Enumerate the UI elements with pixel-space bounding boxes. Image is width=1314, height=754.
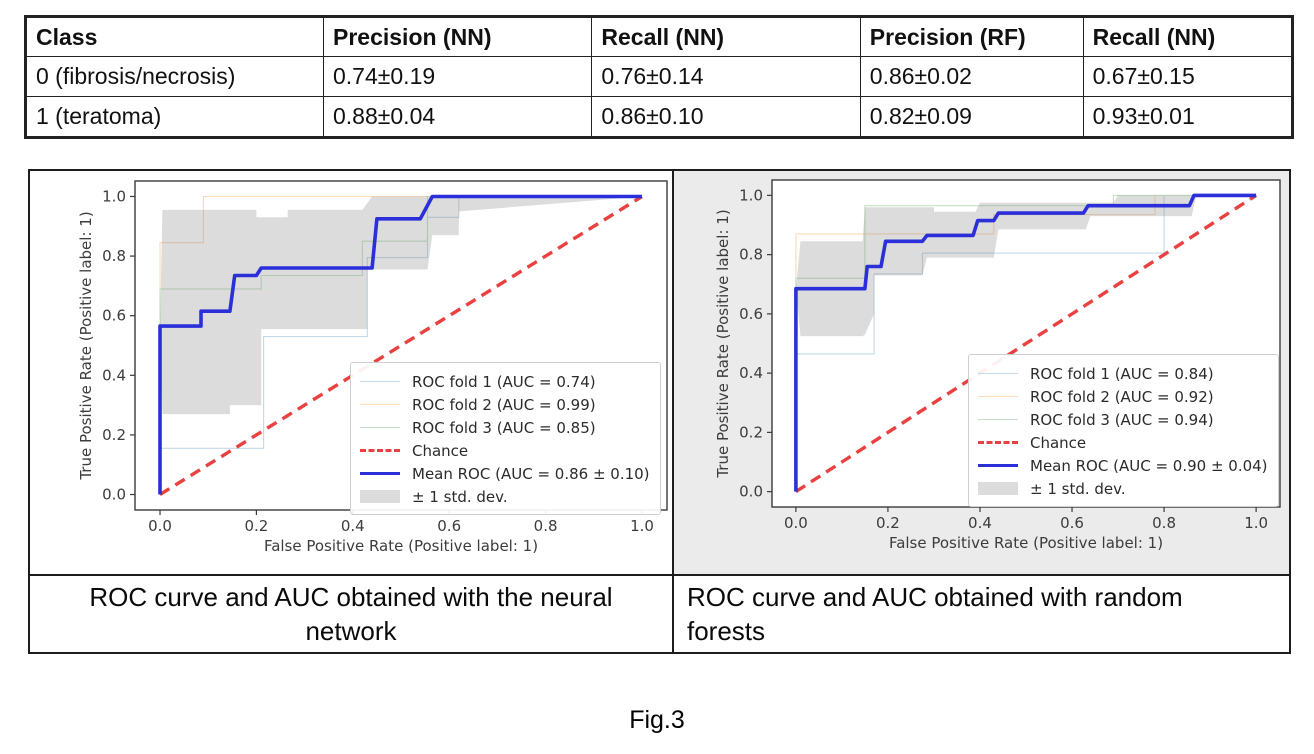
legend-item: ROC fold 3 (AUC = 0.85) <box>360 416 650 439</box>
svg-text:0.4: 0.4 <box>102 366 126 384</box>
column-header-precision-rf: Precision (RF) <box>859 16 1084 57</box>
line-swatch <box>360 404 400 405</box>
svg-text:0.2: 0.2 <box>739 423 763 441</box>
metrics-table: Class Precision (NN) Recall (NN) Precisi… <box>24 15 1294 139</box>
legend-item: ROC fold 1 (AUC = 0.74) <box>360 370 650 393</box>
legend-item-label: ± 1 std. dev. <box>1030 479 1126 498</box>
svg-text:0.6: 0.6 <box>437 517 461 535</box>
legend-item-label: ROC fold 2 (AUC = 0.92) <box>1030 387 1214 406</box>
svg-text:False Positive Rate (Positive: False Positive Rate (Positive label: 1) <box>264 537 538 555</box>
roc-plot-cell-nn: 0.0 0.2 0.4 0.6 0.8 1.0 0.0 0.2 0.4 0.6 0.8 1.0 Fals… <box>30 171 674 574</box>
legend-item-label: ROC fold 1 (AUC = 0.74) <box>412 372 596 391</box>
legend-item-label: ROC fold 2 (AUC = 0.99) <box>412 395 596 414</box>
legend-item: Mean ROC (AUC = 0.90 ± 0.04) <box>978 454 1268 477</box>
legend-item-label: Mean ROC (AUC = 0.90 ± 0.04) <box>1030 456 1268 475</box>
table-row: 1 (teratoma) 0.88±0.04 0.86±0.10 0.82±0.… <box>25 96 1293 138</box>
legend-item: Chance <box>360 439 650 462</box>
svg-text:0.8: 0.8 <box>739 246 763 264</box>
svg-text:0.0: 0.0 <box>102 486 126 504</box>
figure-panel: 0.0 0.2 0.4 0.6 0.8 1.0 0.0 0.2 0.4 0.6 0.8 1.0 Fals… <box>28 169 1291 654</box>
table-cell: 0.67±0.15 <box>1082 56 1293 97</box>
svg-text:0.6: 0.6 <box>1060 514 1084 532</box>
column-header-recall-nn: Recall (NN) <box>591 16 861 57</box>
legend-item-label: ROC fold 1 (AUC = 0.84) <box>1030 364 1214 383</box>
svg-text:0.8: 0.8 <box>534 517 558 535</box>
table-row: 0 (fibrosis/necrosis) 0.74±0.19 0.76±0.1… <box>25 56 1293 97</box>
legend-item-label: ROC fold 3 (AUC = 0.94) <box>1030 410 1214 429</box>
svg-text:1.0: 1.0 <box>102 187 126 205</box>
legend-item: Mean ROC (AUC = 0.86 ± 0.10) <box>360 462 650 485</box>
svg-text:True Positive Rate (Positive l: True Positive Rate (Positive label: 1) <box>714 209 732 478</box>
table-cell: 0.86±0.10 <box>591 96 861 138</box>
table-cell: 0.86±0.02 <box>859 56 1084 97</box>
legend-item: ROC fold 2 (AUC = 0.99) <box>360 393 650 416</box>
legend-item-label: Mean ROC (AUC = 0.86 ± 0.10) <box>412 464 650 483</box>
legend-nn: ROC fold 1 (AUC = 0.74) ROC fold 2 (AUC =… <box>350 362 661 515</box>
figure-label: Fig.3 <box>629 706 685 734</box>
table-cell: 0.93±0.01 <box>1082 96 1293 138</box>
caption-rf-text: ROC curve and AUC obtained with random f… <box>687 581 1183 646</box>
legend-item: ROC fold 3 (AUC = 0.94) <box>978 408 1268 431</box>
column-header-precision-nn: Precision (NN) <box>322 16 593 57</box>
table-cell: 0.88±0.04 <box>322 96 593 138</box>
svg-text:0.6: 0.6 <box>102 307 126 325</box>
svg-text:0.8: 0.8 <box>102 247 126 265</box>
svg-text:1.0: 1.0 <box>1244 514 1268 532</box>
svg-text:False Positive Rate (Positive: False Positive Rate (Positive label: 1) <box>889 534 1163 552</box>
line-swatch <box>978 373 1018 374</box>
legend-item-label: Chance <box>1030 433 1087 452</box>
line-swatch <box>978 441 1018 444</box>
legend-item-label: ROC fold 3 (AUC = 0.85) <box>412 418 596 437</box>
table-cell: 0.74±0.19 <box>322 56 593 97</box>
table-cell: 0.76±0.14 <box>591 56 861 97</box>
svg-text:0.4: 0.4 <box>968 514 992 532</box>
legend-item: ± 1 std. dev. <box>978 477 1268 500</box>
svg-text:1.0: 1.0 <box>739 186 763 204</box>
legend-item-label: ± 1 std. dev. <box>412 487 508 506</box>
caption-nn: ROC curve and AUC obtained with the neur… <box>30 574 674 652</box>
table-cell: 0 (fibrosis/necrosis) <box>25 56 324 97</box>
svg-text:0.2: 0.2 <box>102 426 126 444</box>
legend-rf: ROC fold 1 (AUC = 0.84) ROC fold 2 (AUC =… <box>968 354 1279 507</box>
column-header-class: Class <box>25 16 324 57</box>
svg-text:0.4: 0.4 <box>739 364 763 382</box>
svg-text:0.0: 0.0 <box>148 517 172 535</box>
std-band-swatch <box>360 490 400 503</box>
line-swatch <box>360 381 400 382</box>
svg-text:0.6: 0.6 <box>739 305 763 323</box>
roc-plot-cell-rf: 0.0 0.2 0.4 0.6 0.8 1.0 0.0 0.2 0.4 0.6 0.8 1.0 Fals… <box>674 171 1289 574</box>
legend-item: ROC fold 2 (AUC = 0.92) <box>978 385 1268 408</box>
svg-text:0.0: 0.0 <box>739 483 763 501</box>
caption-rf: ROC curve and AUC obtained with random f… <box>674 574 1289 652</box>
table-header-row: Class Precision (NN) Recall (NN) Precisi… <box>25 16 1293 57</box>
line-swatch <box>978 464 1018 467</box>
svg-text:1.0: 1.0 <box>630 517 654 535</box>
legend-item: ± 1 std. dev. <box>360 485 650 508</box>
line-swatch <box>978 419 1018 420</box>
svg-text:0.4: 0.4 <box>341 517 365 535</box>
svg-text:0.8: 0.8 <box>1152 514 1176 532</box>
line-swatch <box>360 472 400 475</box>
svg-text:0.2: 0.2 <box>876 514 900 532</box>
line-swatch <box>978 396 1018 397</box>
table-cell: 1 (teratoma) <box>25 96 324 138</box>
svg-text:0.0: 0.0 <box>784 514 808 532</box>
svg-text:True Positive Rate (Positive l: True Positive Rate (Positive label: 1) <box>77 211 95 480</box>
line-swatch <box>360 449 400 452</box>
caption-nn-text: ROC curve and AUC obtained with the neur… <box>89 581 613 646</box>
table-cell: 0.82±0.09 <box>859 96 1084 138</box>
legend-item: ROC fold 1 (AUC = 0.84) <box>978 362 1268 385</box>
column-header-recall-rf: Recall (NN) <box>1082 16 1293 57</box>
std-band-swatch <box>978 482 1018 495</box>
legend-item: Chance <box>978 431 1268 454</box>
svg-text:0.2: 0.2 <box>244 517 268 535</box>
line-swatch <box>360 427 400 428</box>
legend-item-label: Chance <box>412 441 469 460</box>
